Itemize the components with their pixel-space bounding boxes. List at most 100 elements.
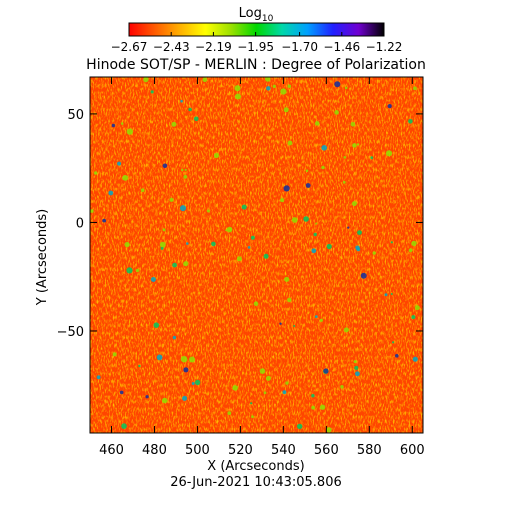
heatmap-patch — [213, 152, 220, 159]
heatmap-patch — [90, 209, 94, 213]
heatmap-patch — [356, 143, 360, 146]
heatmap-patch — [138, 364, 141, 368]
heatmap-patch — [350, 122, 356, 127]
heatmap-patch — [117, 161, 122, 166]
heatmap-patch — [250, 402, 253, 405]
colorbar-ticks: −2.67 −2.43 −2.19 −1.95 −1.70 −1.46 −1.22 — [111, 32, 403, 54]
heatmap-patch — [392, 341, 395, 344]
heatmap-patch — [356, 247, 361, 252]
heatmap-patch — [408, 119, 413, 124]
heatmap-patch — [234, 85, 241, 92]
colorbar-tick-label: −1.22 — [366, 40, 403, 54]
heatmap-patch — [189, 356, 195, 363]
heatmap-patch — [150, 277, 156, 282]
colorbar-tick-label: −2.19 — [195, 40, 232, 54]
heatmap-patch — [181, 168, 184, 172]
heatmap-patch — [180, 205, 186, 212]
heatmap-patch — [121, 423, 127, 429]
x-tick-label: 460 — [99, 443, 124, 458]
heatmap-patch — [171, 121, 177, 127]
heatmap-patch — [108, 190, 114, 196]
heatmap-patch — [183, 261, 189, 267]
heatmap-patch — [236, 256, 242, 262]
heatmap-patch — [102, 218, 107, 223]
x-tick-label: 540 — [271, 443, 296, 458]
colorbar-tick-label: −1.95 — [237, 40, 274, 54]
heatmap-patch — [253, 301, 259, 307]
heatmap-patch — [183, 367, 189, 373]
heatmap-patch — [323, 368, 329, 374]
heatmap-patch — [188, 107, 192, 112]
colorbar-label-main: Log — [239, 6, 262, 21]
heatmap-patch — [411, 315, 416, 320]
heatmap-patch — [408, 248, 413, 253]
heatmap-patch — [305, 169, 309, 172]
heatmap-patch — [162, 228, 166, 232]
heatmap-patch — [287, 84, 292, 88]
heatmap-patch — [145, 395, 149, 399]
heatmap-patch — [122, 175, 129, 181]
heatmap-patch — [143, 77, 149, 83]
heatmap-patch — [126, 128, 133, 135]
heatmap-patch — [321, 145, 328, 151]
heatmap-patch — [411, 240, 417, 247]
heatmap-patch — [251, 415, 254, 419]
heatmap-patch — [360, 272, 367, 279]
heatmap-patch — [202, 77, 208, 83]
heatmap-patch — [211, 241, 216, 247]
heatmap-patch — [265, 77, 271, 82]
heatmap-patch — [413, 86, 417, 91]
heatmap-patch — [159, 241, 166, 248]
heatmap-patch — [183, 175, 188, 179]
heatmap-patch — [321, 165, 325, 170]
heatmap-patch — [96, 375, 101, 380]
heatmap-patch — [227, 411, 232, 415]
heatmap-patch — [287, 297, 292, 303]
heatmap-patch — [120, 122, 124, 125]
heatmap-patch — [342, 180, 346, 184]
heatmap-patch — [370, 156, 374, 160]
heatmap-patch — [314, 315, 318, 318]
heatmap-patch — [311, 405, 315, 410]
heatmap-patch — [266, 86, 271, 91]
x-axis: 460 480 500 520 540 560 580 600 — [99, 77, 425, 458]
heatmap-patch — [353, 360, 357, 364]
colorbar-tick-label: −2.67 — [111, 40, 148, 54]
y-axis: −50 0 50 — [57, 108, 423, 340]
heatmap-patch — [265, 375, 271, 381]
heatmap-patch — [334, 110, 339, 115]
heatmap-patch — [390, 293, 393, 295]
heatmap-patch — [172, 335, 177, 340]
heatmap-patch — [343, 156, 347, 159]
heatmap-patch — [161, 397, 168, 404]
heatmap-patch — [184, 168, 187, 171]
heatmap-patch — [186, 242, 189, 245]
heatmap-patch — [319, 404, 326, 410]
heatmap-patch — [414, 305, 420, 311]
x-tick-label: 480 — [142, 443, 167, 458]
heatmap-patch — [229, 227, 232, 231]
heatmap-patch — [259, 368, 266, 374]
heatmap-patch — [315, 222, 318, 225]
heatmap-patch — [126, 267, 133, 274]
colorbar-tick-label: −2.43 — [153, 40, 190, 54]
x-tick-label: 500 — [185, 443, 210, 458]
heatmap-patch — [351, 201, 357, 207]
heatmap-patch — [285, 381, 289, 385]
heatmap-patch — [319, 318, 323, 322]
chart-title: Hinode SOT/SP - MERLIN : Degree of Polar… — [86, 57, 426, 73]
plot-frame — [89, 76, 424, 434]
heatmap-patch — [247, 246, 251, 249]
heatmap-patch — [119, 390, 124, 395]
heatmap-patch — [311, 248, 317, 254]
heatmap-patch — [282, 390, 287, 395]
heatmap-patch — [182, 395, 188, 401]
heatmap-patch — [279, 322, 282, 325]
heatmap-patch — [280, 88, 287, 95]
heatmap-patch — [156, 354, 163, 361]
heatmap-patch — [111, 123, 116, 128]
timestamp: 26-Jun-2021 10:43:05.806 — [170, 475, 342, 490]
heatmap-patch — [372, 251, 376, 255]
heatmap-patch — [343, 327, 349, 333]
